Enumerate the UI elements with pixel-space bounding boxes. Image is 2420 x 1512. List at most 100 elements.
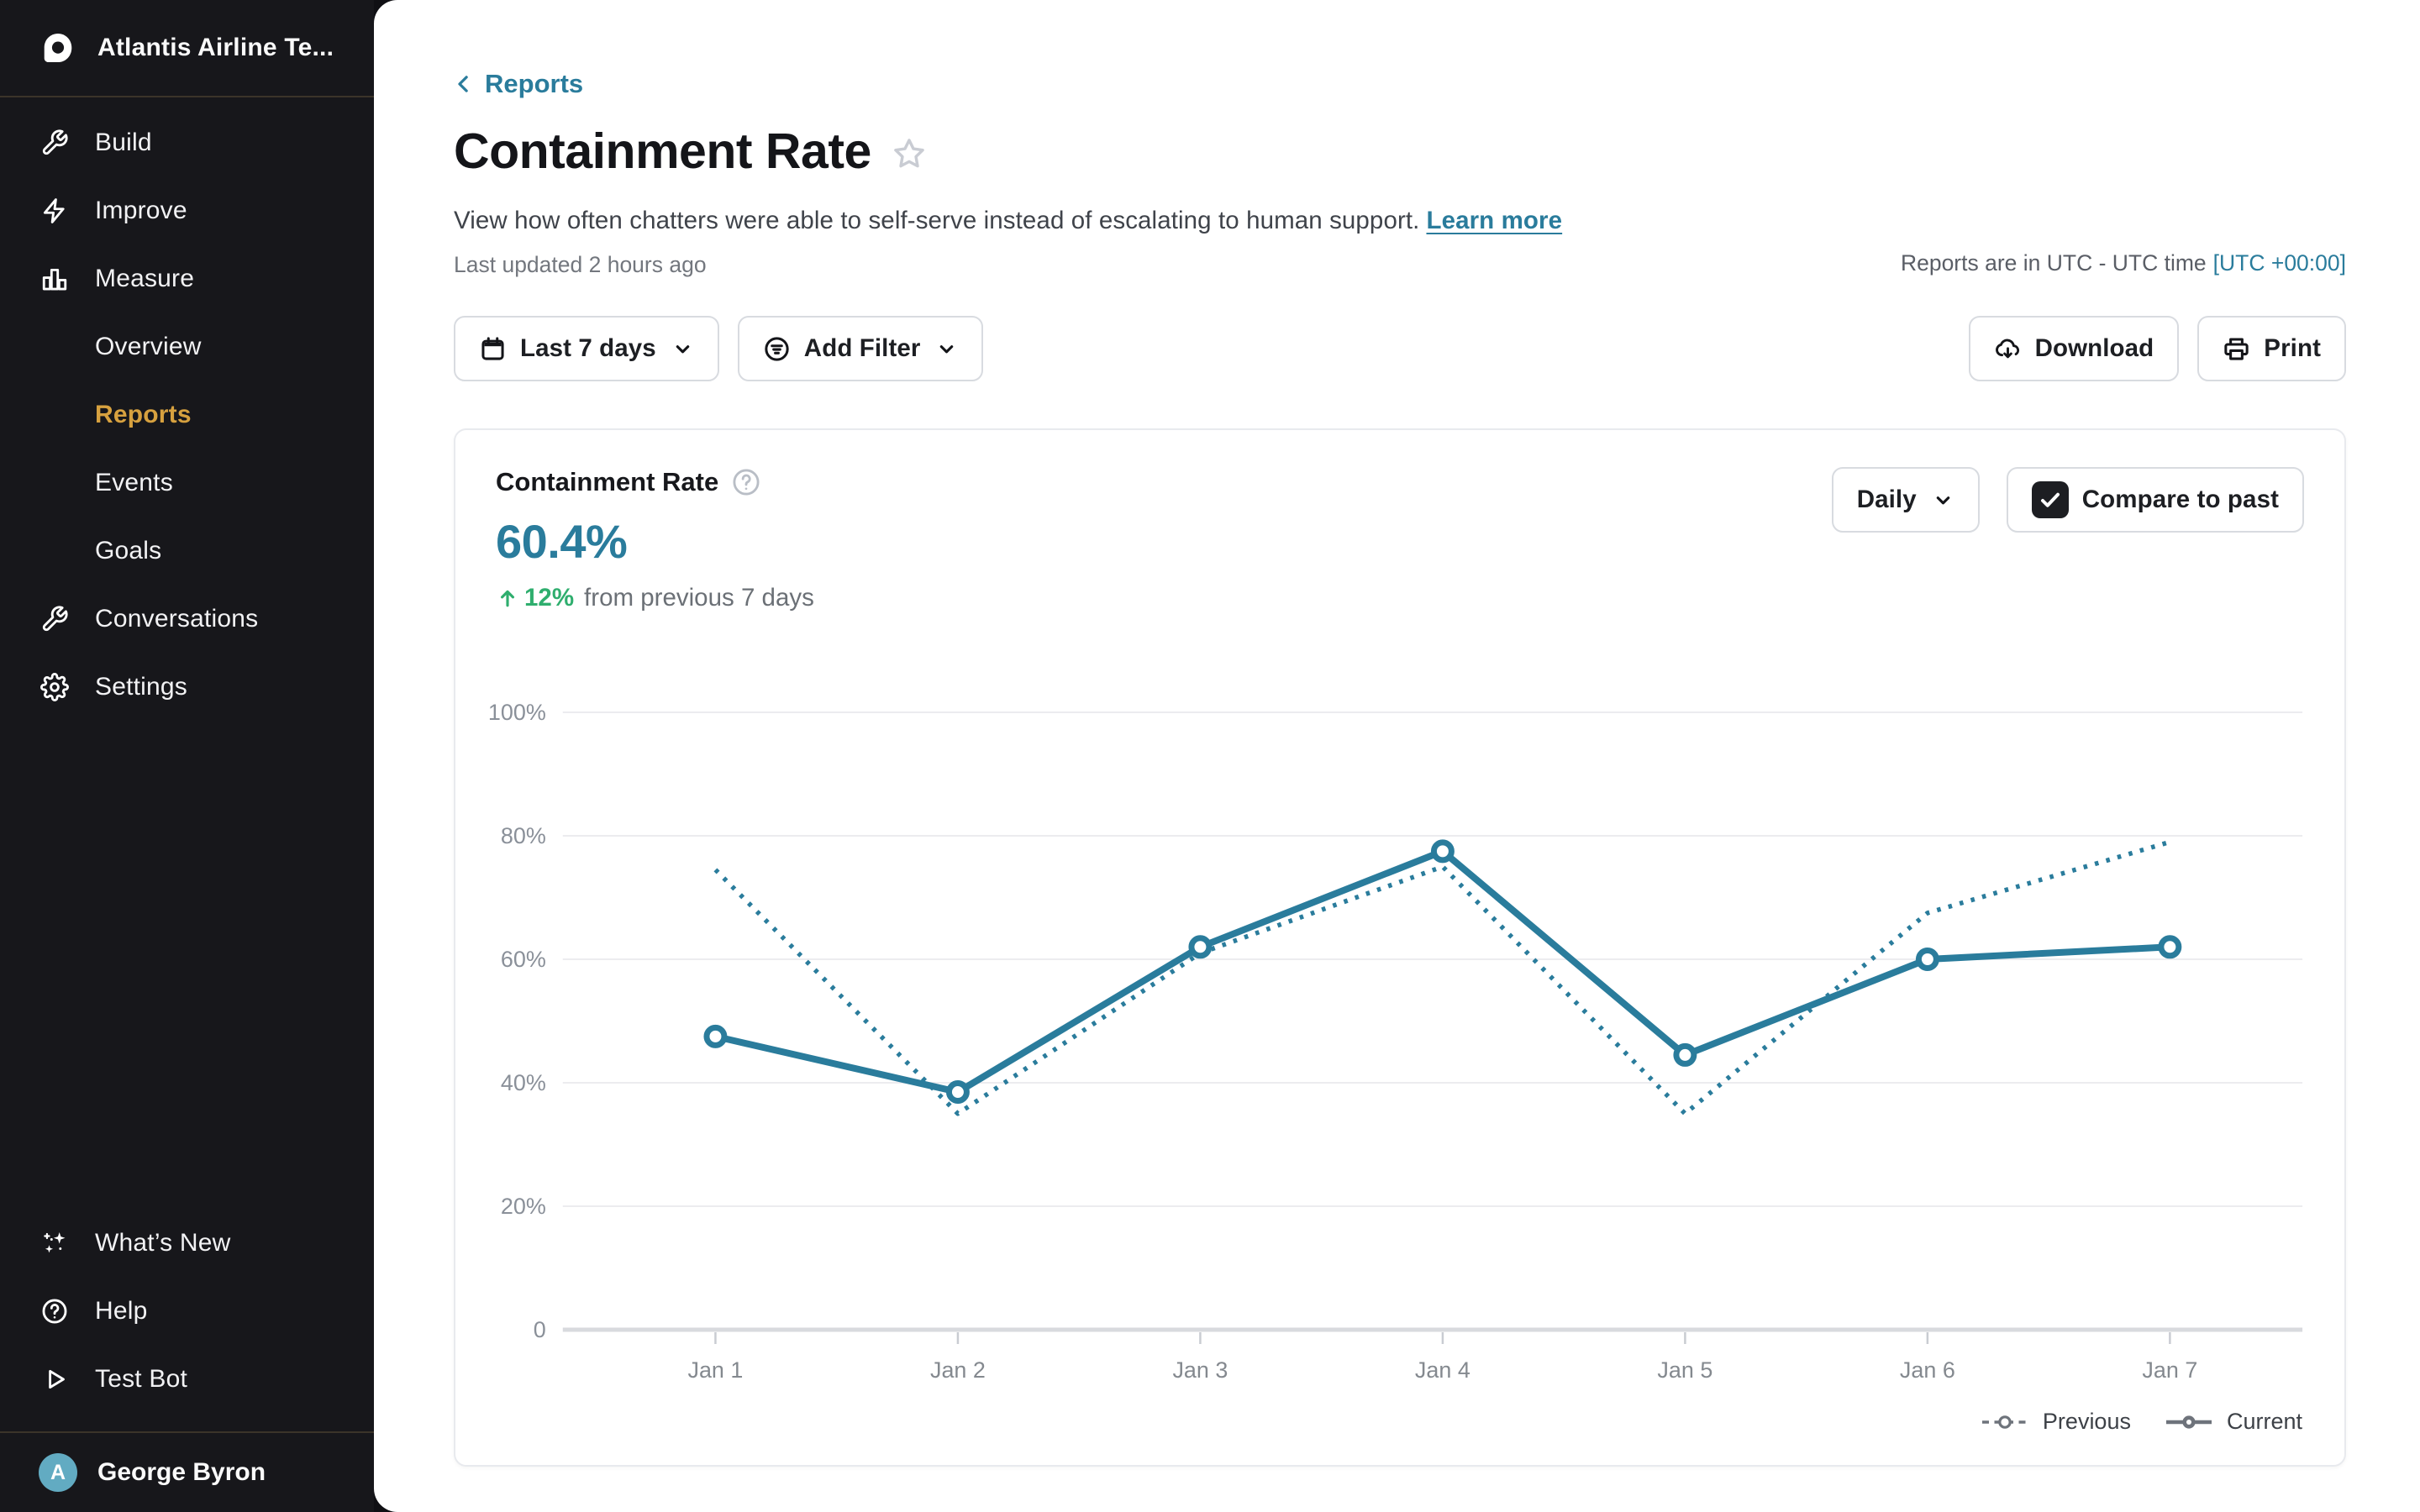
toolbar: Last 7 days Add Filter Downloa [454,316,2346,381]
sidebar-item-overview[interactable]: Overview [0,312,374,381]
granularity-label: Daily [1856,486,1917,513]
workspace-name: Atlantis Airline Te... [97,34,334,61]
page-description: View how often chatters were able to sel… [454,207,1562,235]
sidebar-item-settings[interactable]: Settings [0,653,374,721]
svg-text:40%: 40% [501,1070,546,1095]
svg-text:Jan 3: Jan 3 [1172,1357,1228,1383]
sidebar-item-label: Build [95,128,152,156]
filter-icon [763,335,791,363]
download-button[interactable]: Download [1968,316,2180,381]
svg-text:60%: 60% [501,947,546,972]
workspace-switcher[interactable]: Atlantis Airline Te... [0,0,374,97]
legend-label: Current [2226,1409,2302,1434]
back-to-reports-link[interactable]: Reports [451,69,583,99]
user-name: George Byron [97,1458,266,1486]
last-updated: Last updated 2 hours ago [454,252,707,277]
date-range-label: Last 7 days [520,334,656,362]
sparkles-icon [40,1229,69,1257]
sidebar-item-label: Reports [95,400,192,428]
title-row: Containment Rate [454,123,929,180]
svg-text:100%: 100% [488,700,546,725]
timezone-link[interactable]: [UTC +00:00] [2212,250,2346,276]
compare-to-past-toggle[interactable]: Compare to past [2006,467,2304,533]
add-filter-button[interactable]: Add Filter [737,316,984,381]
sidebar-spacer [0,721,374,1209]
legend-item-previous: Previous [1981,1409,2131,1435]
sidebar-item-conversations[interactable]: Conversations [0,585,374,653]
timezone-text: Reports are in UTC - UTC time [1900,250,2207,276]
svg-text:Jan 1: Jan 1 [687,1357,743,1383]
chart-controls: Daily Compare to past [1831,467,2304,533]
svg-text:Jan 7: Jan 7 [2142,1357,2197,1383]
wrench-icon [40,605,69,633]
sidebar-item-goals[interactable]: Goals [0,517,374,585]
zap-icon [40,197,69,225]
sidebar-footer-nav: What’s New Help Test Bot [0,1209,374,1431]
sidebar-item-build[interactable]: Build [0,108,374,176]
chevron-down-icon [935,338,958,360]
svg-text:Jan 5: Jan 5 [1657,1357,1712,1383]
sidebar-item-improve[interactable]: Improve [0,176,374,244]
download-label: Download [2034,334,2154,362]
svg-text:Jan 2: Jan 2 [930,1357,986,1383]
sidebar-item-label: Overview [95,332,202,360]
sidebar-item-label: Improve [95,196,187,224]
help-circle-icon [40,1297,69,1326]
main-panel: Reports Containment Rate View how often … [374,0,2420,1512]
sidebar-item-what-s-new[interactable]: What’s New [0,1209,374,1277]
wrench-icon [40,129,69,157]
chart-legend: Previous Current [1981,1409,2302,1435]
add-filter-label: Add Filter [803,334,921,362]
delta-row: 12% from previous 7 days [496,584,814,612]
checkbox-checked-icon [2031,481,2069,518]
containment-rate-chart: 0 20% 40% 60% 80% 100% Jan 1 Jan 2 Jan 3 Jan 4 Jan… [488,700,2303,1383]
sidebar-item-label: Settings [95,672,187,701]
description-text: View how often chatters were able to sel… [454,207,1420,234]
favorite-star-icon[interactable] [890,134,929,173]
learn-more-link[interactable]: Learn more [1426,207,1563,234]
ada-logo-icon [39,29,77,67]
granularity-select[interactable]: Daily [1831,467,1980,533]
containment-rate-card: Containment Rate 60.4% 12% from previous… [454,428,2346,1467]
printer-icon [2223,335,2250,363]
chevron-down-icon [1932,489,1954,512]
play-icon [40,1365,69,1394]
toolbar-right: Download Print [1968,316,2346,381]
help-circle-icon[interactable] [731,467,761,497]
back-label: Reports [485,69,584,98]
arrow-up-icon [496,586,519,610]
user-menu[interactable]: A George Byron [0,1433,374,1512]
delta-suffix: from previous 7 days [584,584,814,612]
print-button[interactable]: Print [2197,316,2346,381]
date-range-button[interactable]: Last 7 days [454,316,719,381]
sidebar-divider [0,1431,374,1433]
sidebar-item-reports[interactable]: Reports [0,381,374,449]
sidebar-item-help[interactable]: Help [0,1277,374,1345]
sidebar-item-test-bot[interactable]: Test Bot [0,1345,374,1413]
svg-text:80%: 80% [501,823,546,848]
legend-item-current: Current [2165,1409,2302,1435]
delta-value: 12% [524,584,575,612]
sidebar-item-measure[interactable]: Measure [0,244,374,312]
timezone-note: Reports are in UTC - UTC time [UTC +00:00… [1901,250,2346,276]
page-title: Containment Rate [454,123,871,179]
metric-title: Containment Rate [496,467,719,496]
chevron-down-icon [671,338,694,360]
print-label: Print [2264,334,2321,362]
sidebar-item-label: Test Bot [95,1364,187,1393]
svg-text:Jan 6: Jan 6 [1900,1357,1955,1383]
sidebar-item-label: Measure [95,264,195,292]
toolbar-left: Last 7 days Add Filter [454,316,984,381]
svg-text:0: 0 [534,1317,546,1342]
solid-line-marker-icon [2165,1413,2213,1431]
dashed-line-marker-icon [1981,1413,2029,1431]
compare-label: Compare to past [2081,486,2279,513]
sidebar-item-label: Goals [95,536,162,564]
sidebar-item-label: Help [95,1296,148,1325]
calendar-icon [479,335,507,363]
sidebar-nav: Build Improve Measure Overview Reports Events… [0,97,374,721]
avatar: A [39,1453,77,1492]
card-header: Containment Rate 60.4% 12% from previous… [496,467,2304,612]
bar-chart-icon [40,265,69,293]
sidebar-item-events[interactable]: Events [0,449,374,517]
